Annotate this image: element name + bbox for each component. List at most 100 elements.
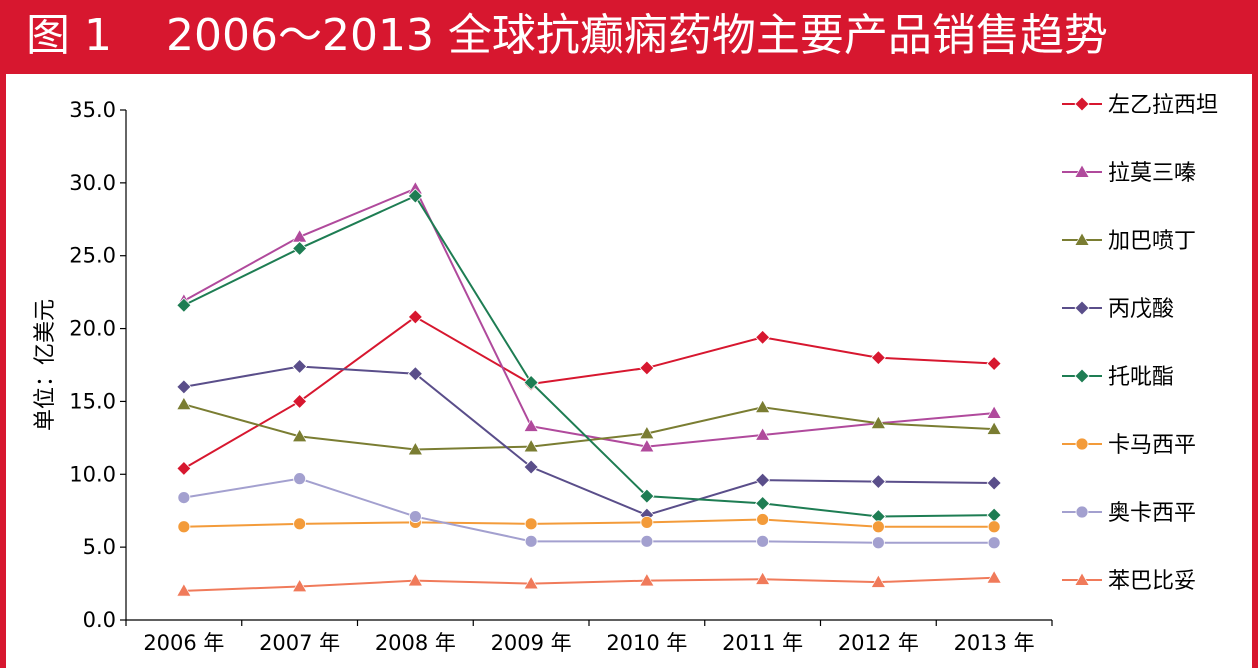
data-point: [407, 573, 423, 587]
data-point: [755, 329, 771, 345]
legend-marker: [1074, 164, 1090, 178]
legend-label: 左乙拉西坦: [1108, 93, 1218, 118]
data-point: [871, 536, 885, 550]
data-point: [987, 520, 1001, 534]
x-tick-label: 2007 年: [259, 631, 340, 655]
figure-number: 图 1: [26, 10, 112, 61]
data-point: [293, 517, 307, 531]
data-point: [524, 517, 538, 531]
data-point: [407, 366, 423, 382]
data-point: [755, 495, 771, 511]
data-point: [407, 188, 423, 204]
y-tick-label: 25.0: [69, 244, 116, 268]
data-point: [987, 536, 1001, 550]
legend-label: 卡马西平: [1108, 433, 1196, 458]
series-line: [183, 477, 995, 544]
data-point: [640, 515, 654, 529]
data-point: [756, 534, 770, 548]
figure-title: 图 1 2006～2013 全球抗癫痫药物主要产品销售趋势: [26, 6, 1108, 66]
legend-marker: [1075, 505, 1089, 519]
series-line: [183, 187, 995, 448]
data-point: [639, 438, 655, 453]
data-point: [986, 475, 1002, 491]
data-point: [523, 418, 539, 432]
y-tick-label: 35.0: [69, 98, 116, 122]
data-point: [407, 441, 423, 456]
x-tick-label: 2008 年: [375, 631, 456, 655]
legend-marker: [1074, 368, 1090, 384]
legend-marker: [1074, 300, 1090, 316]
data-point: [870, 350, 886, 366]
data-point: [292, 393, 308, 409]
x-tick-label: 2013 年: [954, 631, 1035, 655]
y-tick-label: 0.0: [83, 608, 116, 632]
data-point: [986, 570, 1002, 584]
data-point: [870, 574, 886, 588]
data-point: [870, 474, 886, 490]
chart-axes: [120, 109, 1053, 626]
series-line: [183, 315, 995, 470]
series-line: [183, 518, 995, 528]
data-point: [292, 428, 308, 442]
y-tick-label: 20.0: [69, 317, 116, 341]
legend-marker: [1074, 232, 1090, 246]
legend-label: 托吡酯: [1108, 365, 1174, 390]
data-point: [640, 534, 654, 548]
data-point: [176, 379, 192, 395]
x-tick-label: 2012 年: [838, 631, 919, 655]
figure-title-text: 2006～2013 全球抗癫痫药物主要产品销售趋势: [165, 10, 1108, 61]
series-line: [183, 576, 995, 592]
data-point: [523, 459, 539, 475]
legend-label: 丙戊酸: [1108, 297, 1174, 322]
data-point: [755, 427, 771, 441]
data-point: [523, 438, 539, 453]
x-tick-label: 2006 年: [143, 631, 224, 655]
data-point: [639, 573, 655, 587]
x-tick-label: 2011 年: [722, 631, 803, 655]
data-point: [639, 360, 655, 376]
data-point: [176, 297, 192, 313]
y-tick-label: 5.0: [83, 535, 116, 559]
legend-label: 苯巴比妥: [1108, 569, 1196, 594]
data-point: [176, 460, 192, 477]
data-point: [756, 513, 770, 526]
y-tick-label: 15.0: [69, 389, 116, 413]
x-tick-label: 2009 年: [491, 631, 572, 655]
data-point: [292, 578, 308, 593]
data-point: [523, 374, 539, 391]
legend-label: 拉莫三嗪: [1108, 161, 1196, 186]
data-point: [292, 229, 308, 243]
data-point: [293, 472, 307, 486]
legend-label: 加巴喷丁: [1108, 229, 1196, 254]
data-point: [986, 405, 1002, 419]
y-axis-label: 单位：亿美元: [33, 299, 58, 431]
x-tick-label: 2010 年: [606, 631, 687, 655]
chart-series: [176, 181, 1002, 597]
y-tick-label: 30.0: [69, 171, 116, 195]
data-point: [407, 309, 423, 325]
data-point: [870, 415, 886, 429]
legend-marker: [1074, 572, 1090, 586]
data-point: [292, 240, 308, 256]
data-point: [176, 583, 192, 597]
data-point: [639, 488, 655, 504]
data-point: [986, 507, 1002, 523]
data-point: [177, 520, 191, 534]
data-point: [408, 510, 422, 523]
x-tick-labels: 2006 年 2007 年 2008 年 2009 年 2010 年 2011 年 2012…: [143, 631, 1034, 655]
data-point: [292, 358, 308, 375]
data-point: [523, 575, 539, 590]
figure-title-bar: 图 1 2006～2013 全球抗癫痫药物主要产品销售趋势: [0, 0, 1258, 74]
data-point: [176, 396, 192, 410]
data-point: [639, 425, 655, 440]
data-point: [177, 491, 191, 505]
data-point: [986, 421, 1002, 435]
y-tick-label: 10.0: [69, 462, 116, 486]
data-point: [524, 534, 538, 548]
data-point: [755, 571, 771, 585]
series-line: [183, 194, 995, 518]
legend-marker: [1075, 437, 1089, 451]
legend-marker: [1074, 96, 1090, 112]
